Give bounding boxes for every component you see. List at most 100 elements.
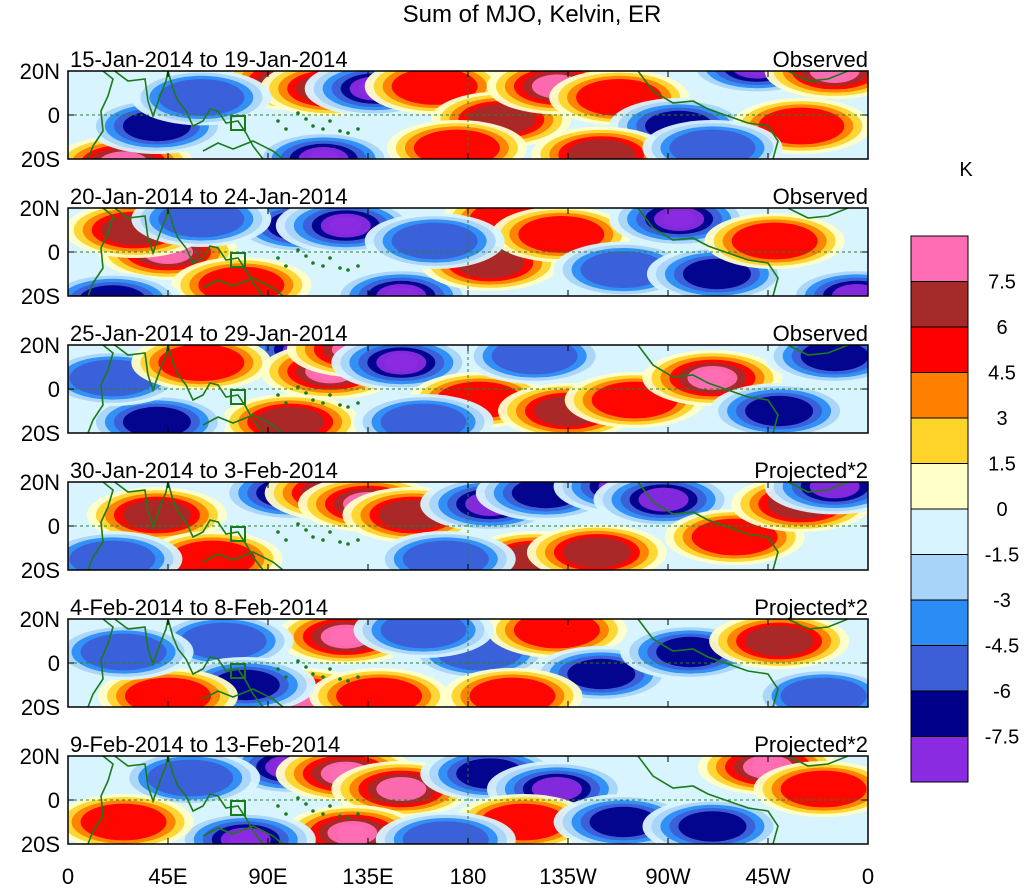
anomaly-contour [413, 129, 500, 159]
anomaly-contour [731, 222, 818, 260]
anomaly-contour [743, 71, 771, 76]
anomaly-contour [780, 770, 867, 808]
colorbar-swatch [910, 508, 969, 555]
island [304, 391, 308, 395]
colorbar-swatch [910, 417, 969, 464]
panel-status: Projected*2 [754, 458, 868, 483]
lat-label: 20S [21, 695, 60, 720]
island [304, 528, 308, 532]
island [321, 401, 325, 405]
colorbar-swatch [910, 736, 969, 783]
lon-label: 45E [148, 864, 187, 889]
island [311, 535, 315, 539]
anomaly-contour [158, 79, 245, 116]
island [311, 261, 315, 265]
anomaly-contour [672, 213, 687, 225]
coastline [167, 345, 264, 433]
island [284, 538, 288, 542]
island [321, 812, 325, 816]
lat-label: 0 [48, 103, 60, 128]
lon-label: 45W [745, 864, 790, 889]
map-panel: 15-Jan-2014 to 19-Jan-2014 Observed 20N 0 20… [20, 47, 869, 172]
coastline [202, 414, 284, 433]
anomaly-contour [491, 345, 578, 375]
region-box [230, 389, 246, 405]
island [311, 124, 315, 128]
colorbar-swatch [910, 554, 969, 601]
map-field [68, 208, 868, 296]
coastline [167, 756, 264, 844]
coastline [637, 208, 779, 296]
coastline [68, 208, 114, 296]
anomaly-contour [567, 139, 636, 159]
island [284, 675, 288, 679]
anomaly-contour [122, 406, 191, 433]
anomaly-contour [100, 151, 147, 159]
anomaly-contour [385, 287, 418, 296]
colorbar-swatch [910, 281, 969, 328]
coastline [113, 71, 169, 119]
region-box [230, 115, 246, 131]
island [296, 659, 300, 663]
anomaly-contour [80, 633, 167, 671]
coastline [637, 619, 779, 707]
island [296, 248, 300, 252]
island [338, 266, 342, 270]
region-box [230, 526, 246, 542]
island [356, 675, 360, 679]
island [346, 131, 350, 135]
colorbar-level: -7.5 [985, 727, 1019, 749]
anomaly-contour [198, 266, 285, 296]
colorbar-swatch [910, 463, 969, 510]
region-box [230, 252, 246, 268]
anomaly-contour [336, 677, 423, 707]
island [284, 127, 288, 131]
coastline [68, 756, 114, 844]
lat-label: 20N [20, 333, 60, 358]
anomaly-contour [391, 71, 478, 105]
lat-label: 0 [48, 788, 60, 813]
lat-label: 20S [21, 421, 60, 446]
panel-status: Observed [773, 184, 868, 209]
island [338, 677, 342, 681]
lon-label: 0 [62, 864, 74, 889]
anomaly-contour [745, 395, 814, 427]
coastline [113, 208, 169, 256]
island [356, 812, 360, 816]
anomaly-contour [831, 284, 868, 296]
island [338, 814, 342, 818]
anomaly-contour [338, 220, 353, 232]
colorbar-level: 1.5 [988, 454, 1016, 476]
lat-label: 20S [21, 558, 60, 583]
island [304, 802, 308, 806]
anomaly-contour [169, 540, 256, 570]
anomaly-contour [380, 403, 467, 433]
island [304, 254, 308, 258]
island [346, 405, 350, 409]
island [276, 667, 280, 671]
region-box [230, 800, 246, 816]
anomaly-contour [158, 208, 245, 238]
anomaly-contour [147, 759, 234, 797]
island [356, 264, 360, 268]
anomaly-contour [696, 369, 729, 387]
coastline [202, 140, 284, 159]
island [321, 264, 325, 268]
island [321, 538, 325, 542]
coastline [167, 619, 264, 707]
anomaly-contour [678, 811, 747, 842]
colorbar-swatch [910, 326, 969, 373]
colorbar-swatch [910, 235, 969, 282]
coastline [202, 688, 284, 707]
colorbar-level: 3 [996, 408, 1007, 430]
lat-label: 0 [48, 651, 60, 676]
panel-date-range: 4-Feb-2014 to 8-Feb-2014 [70, 595, 328, 620]
coastline [637, 345, 779, 433]
lat-label: 0 [48, 377, 60, 402]
anomaly-contour [780, 677, 867, 707]
island [338, 403, 342, 407]
panel-date-range: 15-Jan-2014 to 19-Jan-2014 [70, 47, 348, 72]
map-panel: 9-Feb-2014 to 13-Feb-2014 Projected*2 20N 0… [20, 732, 869, 857]
island [328, 256, 332, 260]
anomaly-contour [691, 518, 778, 556]
